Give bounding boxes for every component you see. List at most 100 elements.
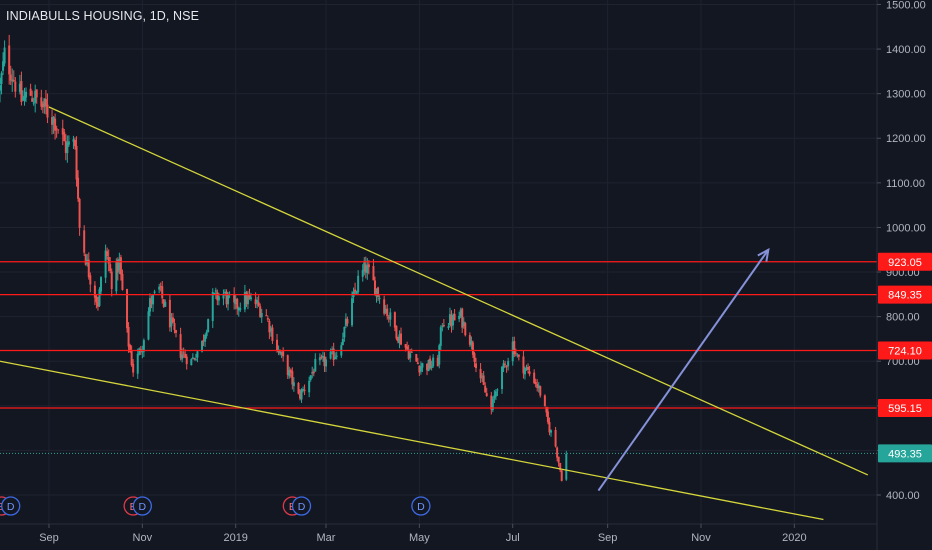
candle-body bbox=[93, 285, 96, 298]
candle-body bbox=[318, 357, 321, 361]
candle-body bbox=[311, 372, 314, 374]
candle-body bbox=[546, 411, 549, 423]
price-level-labels: 923.05 849.35 724.10 595.15 493.35 bbox=[878, 252, 932, 463]
candle-body bbox=[415, 354, 418, 362]
candle-body bbox=[171, 317, 174, 323]
projection-arrow[interactable] bbox=[597, 249, 770, 492]
candle-body bbox=[436, 357, 439, 367]
candle-body bbox=[549, 430, 552, 433]
candle-body bbox=[194, 359, 197, 361]
candle-body bbox=[126, 288, 129, 329]
candle-body bbox=[375, 289, 378, 297]
candle-body bbox=[150, 299, 153, 305]
candle-body bbox=[51, 117, 54, 125]
candle-body bbox=[458, 315, 461, 320]
candle-body bbox=[148, 298, 151, 312]
candle-body bbox=[361, 270, 364, 277]
event-markers[interactable]: EDEDEDD bbox=[0, 496, 431, 516]
candle-body bbox=[225, 291, 228, 305]
candle-body bbox=[98, 289, 101, 306]
trendline[interactable] bbox=[0, 360, 824, 521]
candle-body bbox=[207, 319, 210, 333]
candle-body bbox=[34, 90, 37, 103]
candle-body bbox=[525, 367, 528, 369]
candle-body bbox=[421, 363, 424, 368]
price-level-label: 724.10 bbox=[888, 345, 922, 357]
candle-body bbox=[116, 259, 119, 273]
x-tick-label: Sep bbox=[39, 532, 59, 544]
candle-body bbox=[227, 294, 230, 305]
candle-body bbox=[320, 356, 323, 358]
candle-body bbox=[470, 340, 473, 346]
price-level-label: 595.15 bbox=[888, 403, 922, 415]
x-tick-label: Jul bbox=[506, 532, 520, 544]
candle-body bbox=[55, 128, 58, 130]
candle-body bbox=[129, 345, 132, 352]
candle-body bbox=[387, 317, 390, 319]
candle-body bbox=[12, 80, 15, 82]
candle-body bbox=[543, 395, 546, 407]
candle-body bbox=[0, 85, 1, 91]
candle-body bbox=[545, 406, 548, 413]
candle-body bbox=[426, 363, 429, 371]
candle-body bbox=[447, 326, 450, 328]
event-marker-letter: D bbox=[139, 501, 147, 513]
candlestick-series bbox=[0, 34, 568, 482]
event-marker-circle bbox=[411, 496, 431, 516]
candle-body bbox=[502, 363, 505, 369]
candle-body bbox=[67, 141, 70, 145]
candle-body bbox=[96, 302, 99, 307]
candle-body bbox=[556, 447, 559, 458]
candle-body bbox=[507, 361, 510, 367]
candle-body bbox=[168, 299, 171, 328]
candle-body bbox=[233, 293, 236, 303]
time-axis[interactable]: Sep Nov 2019 Mar May Jul Sep Nov 2020 bbox=[39, 524, 807, 544]
candle-body bbox=[527, 366, 530, 370]
candle-body bbox=[364, 264, 367, 273]
candle-body bbox=[216, 292, 219, 301]
chart-drawings[interactable] bbox=[0, 106, 877, 521]
candle-body bbox=[344, 318, 347, 326]
candle-body bbox=[461, 308, 464, 328]
candle-body bbox=[325, 359, 328, 367]
candle-body bbox=[104, 250, 107, 278]
dividend-marker[interactable]: D bbox=[291, 496, 312, 516]
candle-body bbox=[450, 315, 453, 326]
y-tick-label: 1500.00 bbox=[886, 0, 926, 11]
candle-body bbox=[393, 312, 396, 328]
candle-body bbox=[77, 177, 80, 199]
candle-body bbox=[314, 358, 317, 372]
candle-body bbox=[484, 385, 487, 393]
candle-body bbox=[377, 287, 380, 297]
candle-body bbox=[248, 294, 251, 298]
candle-body bbox=[130, 350, 133, 366]
candle-body bbox=[400, 333, 403, 345]
last-price-tag bbox=[878, 444, 932, 463]
dividend-marker[interactable]: D bbox=[1, 496, 21, 516]
candle-body bbox=[288, 370, 291, 377]
candle-body bbox=[73, 140, 76, 147]
candle-body bbox=[323, 356, 326, 367]
candle-body bbox=[292, 382, 295, 387]
candle-body bbox=[406, 346, 409, 350]
trendline[interactable] bbox=[48, 106, 869, 476]
price-level-label: 849.35 bbox=[888, 290, 922, 302]
candle-body bbox=[254, 299, 257, 305]
candle-body bbox=[109, 264, 112, 272]
candle-body bbox=[223, 291, 226, 293]
candle-body bbox=[383, 299, 386, 314]
candle-body bbox=[83, 230, 86, 253]
candle-body bbox=[237, 307, 240, 311]
candle-body bbox=[343, 327, 346, 338]
dividend-marker[interactable]: D bbox=[411, 496, 431, 516]
candle-body bbox=[539, 386, 542, 396]
candle-body bbox=[158, 286, 161, 290]
candle-body bbox=[372, 265, 375, 281]
candle-body bbox=[236, 298, 239, 309]
candle-body bbox=[468, 335, 471, 345]
candle-body bbox=[354, 289, 357, 292]
dividend-marker[interactable]: D bbox=[132, 496, 152, 516]
candle-body bbox=[193, 358, 196, 360]
candle-body bbox=[308, 380, 311, 393]
